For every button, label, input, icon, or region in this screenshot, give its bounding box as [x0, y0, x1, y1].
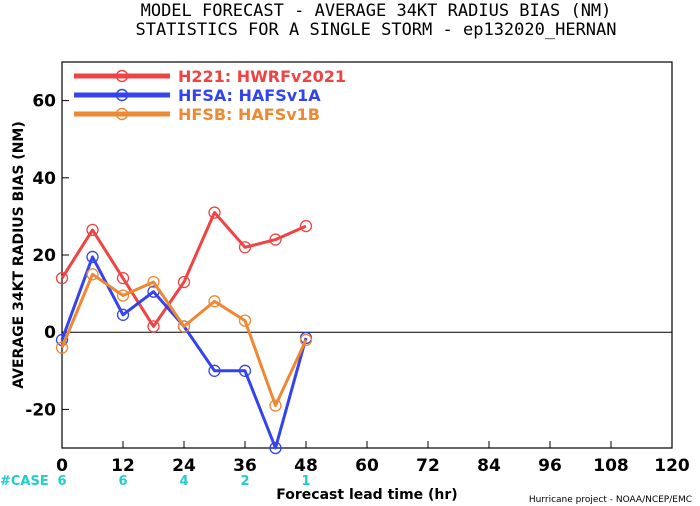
data-point: [116, 289, 130, 302]
legend-swatch-marker: [115, 69, 129, 83]
data-point: [299, 333, 313, 347]
series-1: [55, 206, 313, 333]
y-axis-title: AVERAGE 34KT RADIUS BIAS (NM): [11, 121, 27, 388]
case-count: 2: [240, 474, 249, 489]
y-tick-label: -20: [25, 400, 56, 420]
data-point: [177, 320, 191, 333]
x-tick-label: 60: [355, 456, 379, 476]
x-tick-label: 0: [56, 456, 68, 476]
series-line: [60, 211, 307, 328]
plot-frame: [61, 61, 673, 449]
data-point: [238, 241, 252, 254]
data-point: [269, 441, 282, 455]
y-tick-label: 20: [32, 246, 56, 266]
legend-swatch-marker: [115, 107, 129, 121]
x-tick-label: 48: [294, 456, 318, 476]
data-point: [55, 341, 69, 354]
data-point: [208, 295, 221, 308]
data-point: [238, 364, 252, 377]
x-tick-label: 36: [233, 456, 257, 476]
series-line: [60, 272, 308, 407]
legend-swatch-marker: [115, 88, 129, 102]
case-count: 4: [179, 474, 188, 489]
x-tick-label: 96: [538, 456, 562, 476]
chart-title-line-2: STATISTICS FOR A SINGLE STORM - ep132020…: [135, 20, 616, 40]
data-point: [269, 233, 282, 246]
data-point: [238, 314, 252, 327]
data-point: [208, 364, 221, 377]
legend-entry-2: HFSA: HAFSv1A: [74, 86, 321, 105]
legend-label: HFSB: HAFSv1B: [178, 105, 320, 124]
series-3: [55, 268, 313, 412]
case-count: 6: [118, 474, 127, 489]
legend-entry-3: HFSB: HAFSv1B: [74, 105, 320, 124]
data-point: [299, 219, 313, 233]
x-tick-label: 84: [477, 456, 501, 476]
data-point: [86, 250, 99, 264]
legend-label: H221: HWRFv2021: [178, 67, 346, 86]
x-axis-title: Forecast lead time (hr): [276, 487, 457, 503]
data-point: [55, 272, 69, 285]
data-point: [147, 320, 160, 333]
x-tick-label: 24: [172, 456, 196, 476]
data-point: [269, 399, 282, 412]
series-line: [60, 255, 308, 450]
y-tick-label: 0: [44, 323, 56, 343]
x-tick-label: 72: [416, 456, 440, 476]
case-row-label: #CASE: [0, 474, 49, 489]
case-count: 6: [57, 474, 66, 489]
x-tick-label: 120: [654, 456, 690, 476]
data-point: [116, 272, 130, 285]
y-tick-label: 40: [32, 169, 56, 189]
chart-title-line-1: MODEL FORECAST - AVERAGE 34KT RADIUS BIA…: [141, 1, 612, 21]
y-tick-label: 60: [32, 92, 56, 112]
data-point: [208, 206, 221, 219]
data-point: [177, 275, 191, 289]
x-tick-label: 12: [111, 456, 135, 476]
data-point: [86, 223, 99, 237]
credit-text: Hurricane project - NOAA/NCEP/EMC: [529, 495, 692, 505]
legend-entry-1: H221: HWRFv2021: [74, 67, 346, 86]
x-tick-label: 108: [593, 456, 629, 476]
legend-label: HFSA: HAFSv1A: [178, 86, 321, 105]
data-point: [116, 308, 130, 321]
data-point: [86, 268, 99, 281]
data-point: [147, 275, 160, 289]
case-count: 1: [301, 474, 310, 489]
